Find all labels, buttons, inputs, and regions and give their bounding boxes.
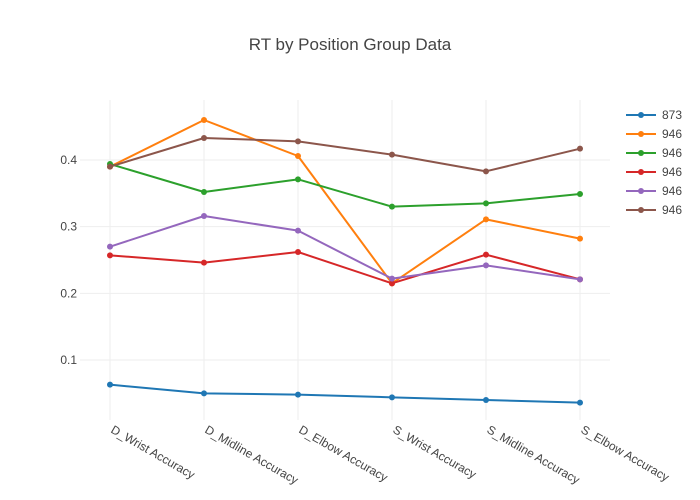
x-tick-label: D_Elbow Accuracy [297,422,391,484]
y-tick-label: 0.4 [60,153,77,167]
x-tick-label: D_Midline Accuracy [203,422,301,487]
data-point[interactable] [107,243,113,250]
legend-item[interactable]: 946 [626,165,682,179]
data-point[interactable] [201,117,207,123]
data-point[interactable] [389,280,395,287]
legend-item[interactable]: 946 [626,146,682,160]
series-1 [107,381,583,406]
y-tick-label: 0.2 [60,286,77,300]
series-5 [107,213,583,283]
data-point[interactable] [201,390,207,397]
data-point[interactable] [201,259,207,266]
data-point[interactable] [295,249,301,255]
data-point[interactable] [483,397,489,403]
x-tick-label: S_Wrist Accuracy [391,422,479,481]
legend-swatch-marker [638,131,644,137]
data-point[interactable] [107,163,113,170]
data-point[interactable] [483,168,489,175]
data-point[interactable] [389,203,395,210]
legend-swatch-marker [638,207,644,213]
series-line [109,251,581,285]
data-point[interactable] [483,262,489,269]
series-line [109,137,581,173]
data-point[interactable] [295,138,301,145]
data-point[interactable] [577,399,583,406]
legend-item[interactable]: 946 [626,184,682,198]
legend-swatch-marker [638,150,644,156]
legend-item[interactable]: 946 [626,127,682,141]
y-axis-ticks: 0.1 0.2 0.3 0.4 [60,153,77,367]
data-point[interactable] [295,227,301,234]
x-tick-label: S_Elbow Accuracy [579,422,672,484]
data-point[interactable] [107,252,113,259]
legend-label: 946 [662,146,682,160]
data-point[interactable] [577,276,583,283]
legend-label: 946 [662,203,682,217]
data-point[interactable] [295,153,301,159]
legend-label: 946 [662,165,682,179]
chart-title: RT by Position Group Data [249,35,452,54]
data-point[interactable] [483,216,489,223]
data-point[interactable] [577,235,583,242]
legend[interactable]: 873 946 946 946 946 946 [626,108,682,217]
legend-label: 873 [662,108,682,122]
series-3 [107,161,583,210]
series-4 [107,249,583,287]
data-point[interactable] [295,176,301,183]
series-line [109,163,581,208]
legend-label: 946 [662,127,682,141]
data-point[interactable] [295,391,301,398]
data-point[interactable] [201,135,207,141]
legend-label: 946 [662,184,682,198]
legend-swatch-marker [638,169,644,175]
data-point[interactable] [201,213,207,219]
data-point[interactable] [389,151,395,158]
series-6 [107,135,583,175]
x-tick-label: S_Midline Accuracy [485,422,583,486]
data-point[interactable] [107,381,113,388]
legend-swatch-marker [638,188,644,194]
series-line [109,119,581,285]
data-point[interactable] [389,394,395,401]
data-point[interactable] [577,145,583,152]
legend-item[interactable]: 873 [626,108,682,122]
series-lines [107,117,583,406]
data-point[interactable] [389,275,395,282]
series-line [109,383,581,404]
series-line [109,215,581,281]
data-point[interactable] [577,191,583,197]
data-point[interactable] [483,251,489,258]
legend-item[interactable]: 946 [626,203,682,217]
y-tick-label: 0.1 [60,353,77,367]
data-point[interactable] [483,200,489,207]
y-tick-label: 0.3 [60,220,77,234]
data-point[interactable] [201,189,207,195]
x-axis-ticks: D_Wrist Accuracy D_Midline AccuracyD_Elbo… [109,422,672,487]
legend-swatch-marker [638,112,644,118]
x-tick-label: D_Wrist Accuracy [109,422,198,481]
